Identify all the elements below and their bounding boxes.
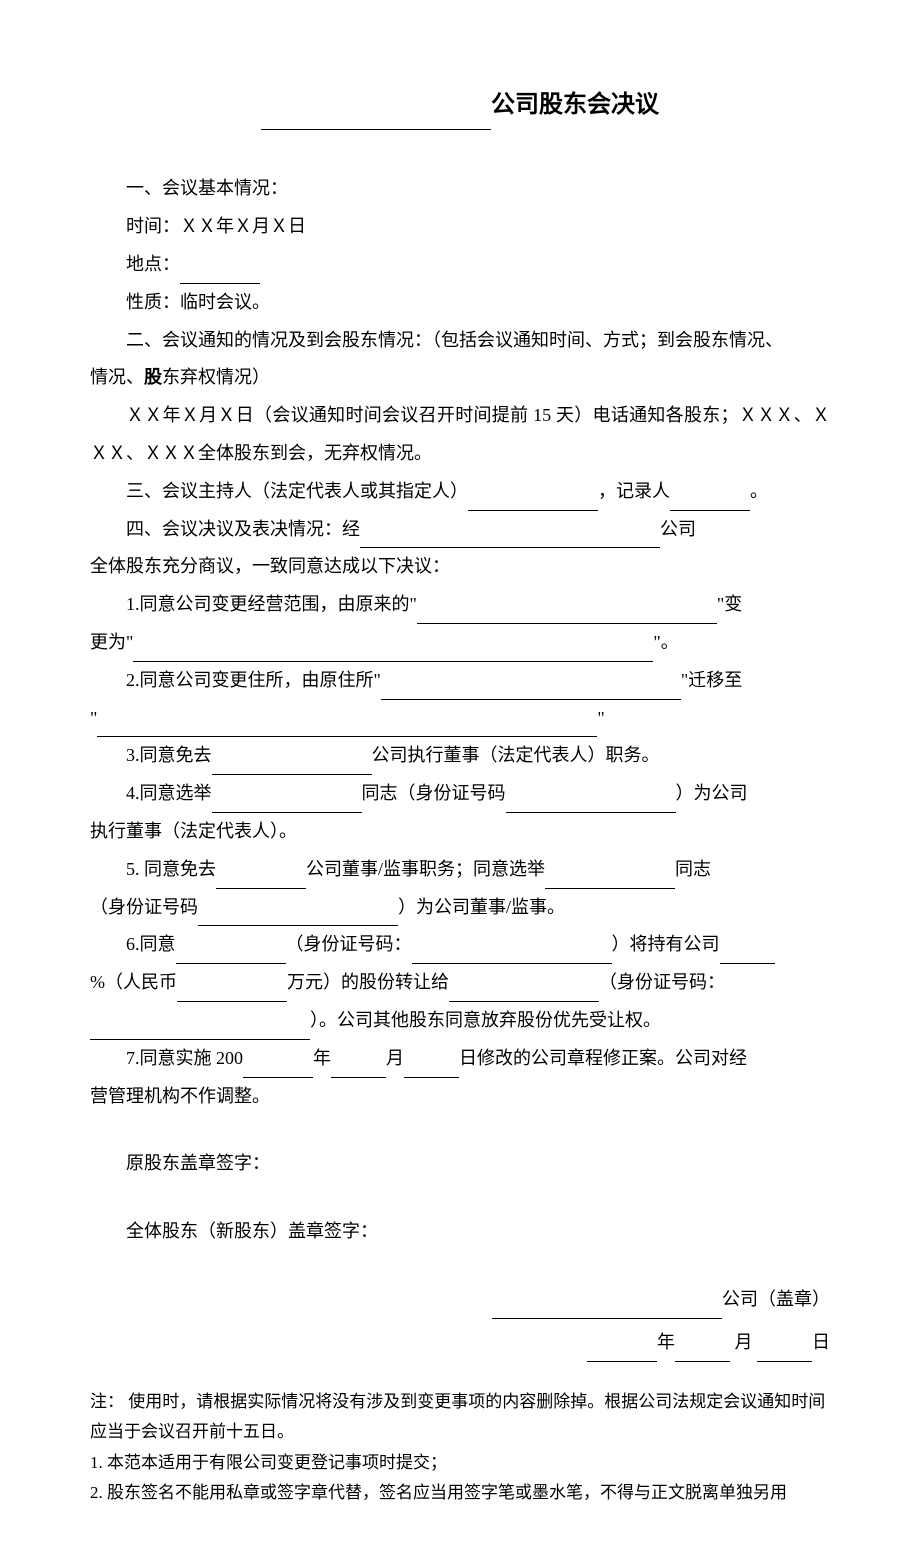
item5-prefix: 5. 同意免去 <box>126 859 216 879</box>
item2-prefix: 2.同意公司变更住所，由原住所" <box>126 670 381 690</box>
section2-bold: 股 <box>144 367 162 387</box>
item6-line2: %（人民币 万元）的股份转让给 （身份证号码： <box>90 964 830 1002</box>
section4-line2: 全体股东充分商议，一致同意达成以下决议： <box>90 548 830 586</box>
item3-prefix: 3.同意免去 <box>126 745 212 765</box>
item7-part4: 日修改的公司章程修正案。公司对经 <box>459 1048 747 1068</box>
section3-prefix: 三、会议主持人（法定代表人或其指定人） <box>126 481 468 501</box>
company-suffix: 公司（盖章） <box>722 1289 830 1309</box>
section2-heading: 二、会议通知的情况及到会股东情况：（包括会议通知时间、方式；到会股东情况、 <box>90 322 830 360</box>
date-day: 日 <box>812 1332 830 1352</box>
section2-heading-text: 二、会议通知的情况及到会股东情况：（包括会议通知时间、方式；到会股东情况、 <box>126 330 783 350</box>
item4-blank2 <box>506 812 676 813</box>
date-year: 年 <box>657 1332 675 1352</box>
section1-time: 时间：ＸＸ年Ｘ月Ｘ日 <box>90 208 830 246</box>
document-title: 公司股东会决议 <box>90 80 830 130</box>
section4-prefix: 四、会议决议及表决情况：经 <box>126 519 360 539</box>
section1-nature: 性质：临时会议。 <box>90 284 830 322</box>
item6-line3-suffix: ）。公司其他股东同意放弃股份优先受让权。 <box>310 1010 661 1030</box>
item7-line1: 7.同意实施 200 年 月 日修改的公司章程修正案。公司对经 <box>90 1040 830 1078</box>
note-intro: 注： 使用时，请根据实际情况将没有涉及到变更事项的内容删除掉。根据公司法规定会议… <box>90 1387 830 1448</box>
item6-line2-prefix: %（人民币 <box>90 972 177 992</box>
date-month: 月 <box>730 1332 757 1352</box>
item7-line2: 营管理机构不作调整。 <box>90 1078 830 1116</box>
item2-line2: "" <box>90 700 830 738</box>
section3-middle: ，记录人 <box>598 481 670 501</box>
note-1: 1. 本范本适用于有限公司变更登记事项时提交； <box>90 1448 830 1479</box>
section3-suffix: 。 <box>750 481 768 501</box>
item6-line1: 6.同意 （身份证号码： ）将持有公司 <box>90 926 830 964</box>
location-label: 地点： <box>126 254 180 274</box>
item5-line2-prefix: （身份证号码 <box>90 897 198 917</box>
item7-blank2 <box>331 1077 386 1078</box>
item3: 3.同意免去 公司执行董事（法定代表人）职务。 <box>90 737 830 775</box>
item5-line1: 5. 同意免去 公司董事/监事职务；同意选举 同志 <box>90 851 830 889</box>
item7-blank3 <box>404 1077 459 1078</box>
item3-suffix: 公司执行董事（法定代表人）职务。 <box>372 745 660 765</box>
signature-block: 原股东盖章签字： 全体股东（新股东）盖章签字： <box>90 1145 830 1251</box>
document-body: 一、会议基本情况： 时间：ＸＸ年Ｘ月Ｘ日 地点： 性质：临时会议。 二、会议通知… <box>90 170 830 1361</box>
item7-part3: 月 <box>386 1048 404 1068</box>
item6-line3: ）。公司其他股东同意放弃股份优先受让权。 <box>90 1002 830 1040</box>
section4-line1: 四、会议决议及表决情况：经 公司 <box>90 511 830 549</box>
section3: 三、会议主持人（法定代表人或其指定人） ，记录人 。 <box>90 473 830 511</box>
section2-heading-line2: 情况、股东弃权情况） <box>90 359 830 397</box>
date-blank1 <box>587 1361 657 1362</box>
section1-heading: 一、会议基本情况： <box>90 170 830 208</box>
item5-line2: （身份证号码 ）为公司董事/监事。 <box>90 889 830 927</box>
item4-prefix: 4.同意选举 <box>126 783 212 803</box>
item6-line2-mid: 万元）的股份转让给 <box>287 972 449 992</box>
item2-suffix: "迁移至 <box>681 670 742 690</box>
item6-prefix: 6.同意 <box>126 934 176 954</box>
item6-part3: ）将持有公司 <box>612 934 720 954</box>
item1-line2: 更为" "。 <box>90 624 830 662</box>
item4-line1: 4.同意选举 同志（身份证号码 ）为公司 <box>90 775 830 813</box>
date-blank2 <box>675 1361 730 1362</box>
signature-company: 公司（盖章） <box>90 1281 830 1319</box>
item5-suffix1: 同志 <box>675 859 711 879</box>
item1-prefix: 1.同意公司变更经营范围，由原来的" <box>126 594 417 614</box>
section4-suffix: 公司 <box>660 519 696 539</box>
signature-all: 全体股东（新股东）盖章签字： <box>90 1213 830 1251</box>
title-blank <box>261 129 491 130</box>
item4-suffix: ）为公司 <box>676 783 748 803</box>
note-2: 2. 股东签名不能用私章或签字章代替，签名应当用签字笔或墨水笔，不得与正文脱离单… <box>90 1478 830 1509</box>
item1-suffix: "变 <box>717 594 742 614</box>
section2-after: 东弃权情况） <box>162 367 270 387</box>
item5-line2-suffix: ）为公司董事/监事。 <box>398 897 565 917</box>
title-suffix: 公司股东会决议 <box>491 92 659 118</box>
item1-line2-suffix: "。 <box>653 632 678 652</box>
company-blank <box>492 1318 722 1319</box>
item1-line1: 1.同意公司变更经营范围，由原来的" "变 <box>90 586 830 624</box>
signature-original: 原股东盖章签字： <box>90 1145 830 1183</box>
date-blank3 <box>757 1361 812 1362</box>
item1-line2-prefix: 更为" <box>90 632 133 652</box>
item4-middle: 同志（身份证号码 <box>362 783 506 803</box>
item7-part2: 年 <box>313 1048 331 1068</box>
section1-location: 地点： <box>90 246 830 284</box>
item6-line2-suffix: （身份证号码： <box>599 972 725 992</box>
section2-continue: 情况、 <box>90 367 144 387</box>
item6-blank3 <box>720 963 775 964</box>
item5-middle1: 公司董事/监事职务；同意选举 <box>306 859 545 879</box>
item2-line2-suffix: " <box>597 708 604 728</box>
item2-line1: 2.同意公司变更住所，由原住所" "迁移至 <box>90 662 830 700</box>
item2-line2-prefix: " <box>90 708 97 728</box>
signature-date: 年 月 日 <box>90 1324 830 1362</box>
item6-part2: （身份证号码： <box>286 934 412 954</box>
notes-section: 注： 使用时，请根据实际情况将没有涉及到变更事项的内容删除掉。根据公司法规定会议… <box>90 1387 830 1509</box>
section2-body: ＸＸ年Ｘ月Ｘ日（会议通知时间会议召开时间提前 15 天）电话通知各股东；ＸＸＸ、… <box>90 397 830 473</box>
item7-prefix: 7.同意实施 200 <box>126 1048 243 1068</box>
item4-line2: 执行董事（法定代表人）。 <box>90 813 830 851</box>
